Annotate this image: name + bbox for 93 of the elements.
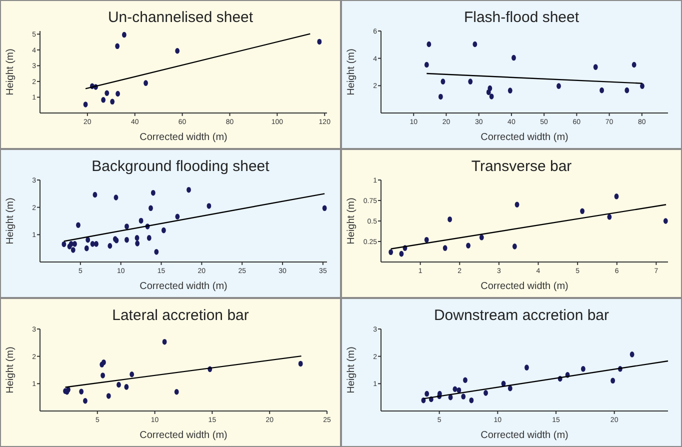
point [154, 248, 159, 255]
point [206, 203, 212, 209]
chart-title: Lateral accretion bar [112, 307, 249, 324]
point [614, 194, 619, 200]
point [175, 214, 180, 220]
point [175, 48, 180, 54]
point [580, 366, 586, 372]
point [479, 234, 484, 240]
point [100, 372, 105, 378]
point [83, 102, 88, 108]
x-axis-title: Corrected width (m) [480, 281, 568, 292]
point [442, 245, 448, 251]
point [68, 241, 74, 247]
point [508, 385, 512, 392]
point [92, 192, 98, 198]
point [144, 80, 148, 86]
x-axis-title: Corrected width (m) [480, 132, 568, 143]
point [104, 90, 110, 96]
chart-title: Downstream accretion bar [434, 307, 610, 324]
point [317, 38, 322, 45]
point [115, 43, 120, 50]
y-axis-title: Height (m) [5, 198, 16, 244]
point [76, 222, 80, 228]
point [640, 83, 644, 89]
point [72, 241, 77, 247]
point [593, 64, 598, 70]
point [135, 240, 140, 246]
point [452, 386, 458, 392]
point [508, 88, 512, 94]
point [424, 390, 430, 397]
point [424, 236, 429, 243]
chart-title: Transverse bar [471, 158, 572, 175]
point [174, 388, 179, 395]
y-axis-title: Height (m) [346, 198, 357, 244]
x-axis-title: Corrected width (m) [480, 430, 568, 441]
point [461, 394, 466, 400]
point [456, 387, 462, 394]
point [62, 241, 66, 248]
point [146, 235, 152, 241]
point [94, 241, 98, 247]
point [512, 244, 517, 250]
point [624, 87, 630, 94]
point [489, 94, 494, 100]
point [426, 41, 432, 48]
point [399, 250, 404, 257]
x-axis-title: Corrected width (m) [140, 132, 228, 143]
point [79, 388, 84, 394]
point [610, 378, 616, 384]
point [322, 205, 327, 212]
point [106, 393, 111, 399]
point [114, 194, 118, 200]
chart-title: Background flooding sheet [92, 158, 270, 175]
point [161, 227, 166, 234]
point [468, 78, 473, 84]
chart-title: Un-channelised sheet [108, 9, 254, 26]
x-axis-title: Corrected width (m) [140, 281, 228, 292]
point [607, 214, 612, 220]
y-axis-title: Height (m) [5, 48, 16, 96]
point [108, 242, 112, 249]
y-axis-title: Height (m) [346, 346, 357, 394]
point [138, 218, 144, 224]
point [90, 241, 95, 247]
point [298, 360, 303, 367]
point [150, 190, 156, 196]
point [134, 235, 140, 241]
chart-title: Flash-flood sheet [464, 9, 580, 26]
point [101, 97, 106, 103]
point [663, 218, 668, 224]
x-axis-title: Corrected width (m) [140, 430, 228, 441]
point [524, 364, 529, 370]
point [388, 249, 394, 256]
point [110, 98, 115, 105]
point [556, 83, 561, 89]
point [130, 371, 134, 378]
point [124, 384, 129, 390]
y-axis-title: Height (m) [5, 346, 16, 394]
y-axis-title: Height (m) [346, 48, 357, 96]
point [484, 390, 488, 396]
point [86, 236, 90, 243]
point [438, 94, 443, 100]
point [469, 397, 474, 404]
point [514, 202, 520, 208]
point [630, 352, 634, 358]
point [632, 62, 636, 68]
point [488, 85, 492, 92]
point [466, 242, 470, 248]
point [440, 78, 446, 84]
point [70, 247, 76, 253]
point [424, 62, 429, 68]
point [162, 338, 167, 345]
point [472, 41, 478, 48]
point [124, 224, 129, 230]
point [84, 245, 89, 252]
